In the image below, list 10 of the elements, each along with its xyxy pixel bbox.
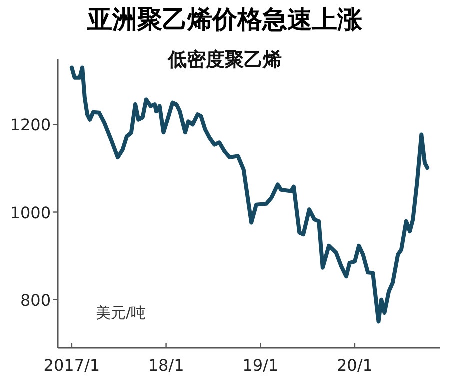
y-tick-label: 1000 <box>10 203 51 222</box>
chart-subtitle: 低密度聚乙烯 <box>167 49 282 71</box>
y-axis-title: 美元/吨 <box>96 304 146 322</box>
x-tick-label: 18/1 <box>148 356 184 375</box>
chart-title: 亚洲聚乙烯价格急速上涨 <box>86 5 364 34</box>
x-tick-label: 2017/1 <box>44 356 100 375</box>
y-tick-label: 800 <box>20 290 51 310</box>
x-tick-label: 19/1 <box>242 356 279 375</box>
y-tick-label: 1200 <box>10 116 51 135</box>
x-tick-label: 20/1 <box>337 356 373 375</box>
